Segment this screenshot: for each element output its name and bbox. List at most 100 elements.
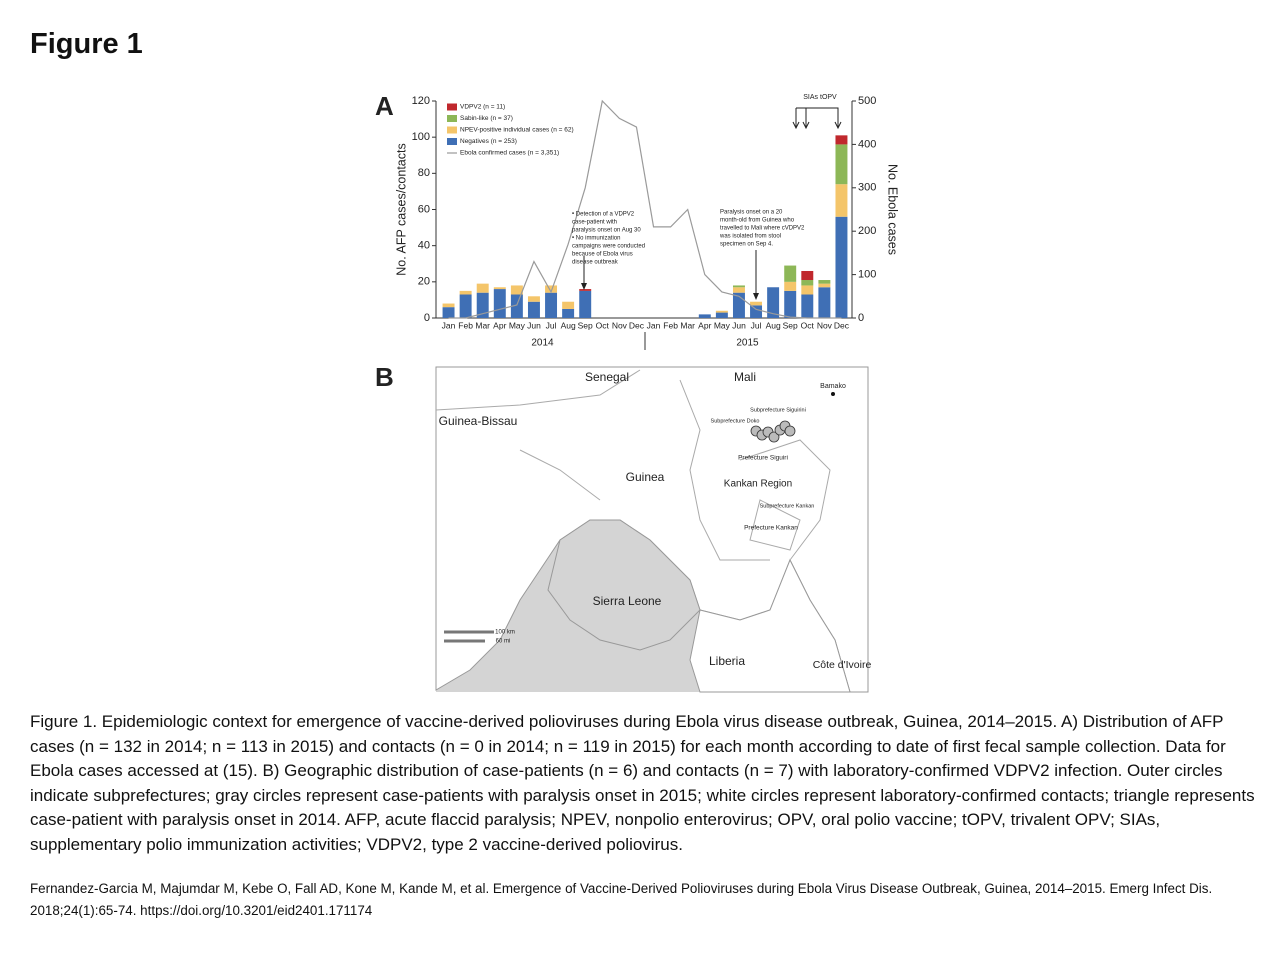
map-label: Guinea (626, 470, 665, 484)
bar-segment (835, 135, 848, 145)
bar-segment (835, 216, 848, 318)
legend-swatch (447, 103, 457, 111)
annotation-line: month-old from Guinea who (720, 218, 795, 224)
bar-segment (493, 289, 506, 318)
x-tick-label: Aug (561, 320, 576, 330)
y2-tick-label: 500 (858, 95, 876, 107)
x-tick-label: Mar (680, 320, 695, 330)
x-tick-label: Dec (834, 320, 850, 330)
x-tick-label: Jun (732, 320, 746, 330)
legend-label: NPEV-positive individual cases (n = 62) (460, 127, 574, 134)
x-tick-label: Nov (612, 320, 628, 330)
map-label: Kankan Region (724, 479, 792, 490)
annotation-line: specimen on Sep 4. (720, 242, 773, 248)
bar-segment (732, 285, 745, 288)
x-tick-label: Oct (801, 320, 815, 330)
bar-segment (527, 301, 540, 318)
sierra-leone-area (547, 519, 701, 651)
map-label: Subprefecture Kankan (760, 503, 815, 509)
bar-segment (818, 287, 831, 318)
bar-segment (732, 287, 745, 293)
bar-segment (545, 292, 558, 318)
sias-bracket (796, 107, 839, 127)
city-dot (831, 392, 835, 396)
map-label: Mali (734, 370, 756, 384)
bar-segment (801, 270, 814, 281)
bar-segment (835, 184, 848, 217)
bar-segment (562, 301, 575, 309)
y-axis-label: No. AFP cases/contacts (394, 143, 408, 275)
liberia-area (689, 558, 851, 693)
annotation-line: • No immunization (572, 236, 620, 242)
bar-segment (818, 283, 831, 288)
map (435, 366, 869, 693)
y-tick-label: 40 (418, 240, 430, 252)
annotation-arrowhead (753, 293, 759, 300)
bar-segment (579, 289, 592, 291)
y2-tick-label: 400 (858, 138, 876, 150)
map-label: 100 km (495, 630, 515, 636)
x-tick-label: May (714, 320, 731, 330)
bar-segment (442, 303, 455, 308)
borders (435, 369, 831, 561)
x-tick-label: Feb (458, 320, 473, 330)
map-label: Sierra Leone (593, 594, 662, 608)
caption: Figure 1. Epidemiologic context for emer… (30, 712, 1255, 854)
legend-label: VDPV2 (n = 11) (460, 104, 505, 111)
x-tick-label: Apr (493, 320, 506, 330)
bar-segment (818, 280, 831, 284)
line-series (448, 99, 842, 319)
y2-tick-label: 300 (858, 182, 876, 194)
bar-segment (784, 281, 797, 291)
bar-segment (750, 305, 763, 318)
x-tick-label: Mar (475, 320, 490, 330)
y-tick-label: 60 (418, 203, 430, 215)
case-circles (750, 420, 796, 443)
bar-segment (527, 296, 540, 302)
y-tick-label: 20 (418, 276, 430, 288)
x-tick-label: Sep (578, 320, 593, 330)
x-group-label: 2015 (736, 338, 759, 349)
map-label: Guinea-Bissau (439, 414, 518, 428)
bar-segment (801, 285, 814, 295)
map-label: Côte d'Ivoire (813, 659, 872, 671)
bar-segment (442, 307, 455, 318)
y-tick-label: 0 (424, 312, 430, 324)
bar-segment (715, 312, 728, 318)
y-tick-label: 120 (412, 95, 430, 107)
annotation-line: was isolated from stool (719, 234, 781, 240)
x-tick-label: May (509, 320, 526, 330)
annotation-line: paralysis onset on Aug 30 (572, 228, 641, 234)
bar-segment (510, 294, 523, 318)
bar-segment (698, 314, 711, 318)
map-label: Subprefecture Doko (711, 418, 760, 424)
annotation-arrowhead (581, 283, 587, 290)
bar-segment (784, 265, 797, 282)
map-label: Liberia (709, 654, 745, 668)
x-tick-label: Jan (647, 320, 661, 330)
bar-segment (459, 290, 472, 295)
x-tick-label: Aug (766, 320, 781, 330)
legend-label: Negatives (n = 253) (460, 138, 517, 145)
bar-segment (510, 285, 523, 295)
x-tick-label: Nov (817, 320, 833, 330)
bar-segment (545, 285, 558, 293)
y2-tick-label: 200 (858, 225, 876, 237)
legend-label: Ebola confirmed cases (n = 3,351) (460, 150, 559, 157)
figure-title: Figure 1 (30, 28, 143, 60)
sias-arrow (802, 121, 810, 130)
bar-segment (835, 144, 848, 185)
x-tick-label: Jun (527, 320, 541, 330)
bar-segment (493, 287, 506, 290)
bar-segment (767, 287, 780, 318)
bar-segment (476, 283, 489, 293)
legend-swatch (447, 115, 457, 122)
sias-arrow (792, 121, 800, 130)
x-tick-label: Sep (783, 320, 798, 330)
annotation-line: Paralysis onset on a 20 (720, 210, 783, 216)
bar-segment (784, 290, 797, 318)
bar-segment (459, 294, 472, 318)
legend-label: Sabin-like (n = 37) (460, 115, 513, 122)
figure: A B 0 20 40 60 80 100 120 0 100 200 300 400 500 No. A… (375, 91, 900, 693)
